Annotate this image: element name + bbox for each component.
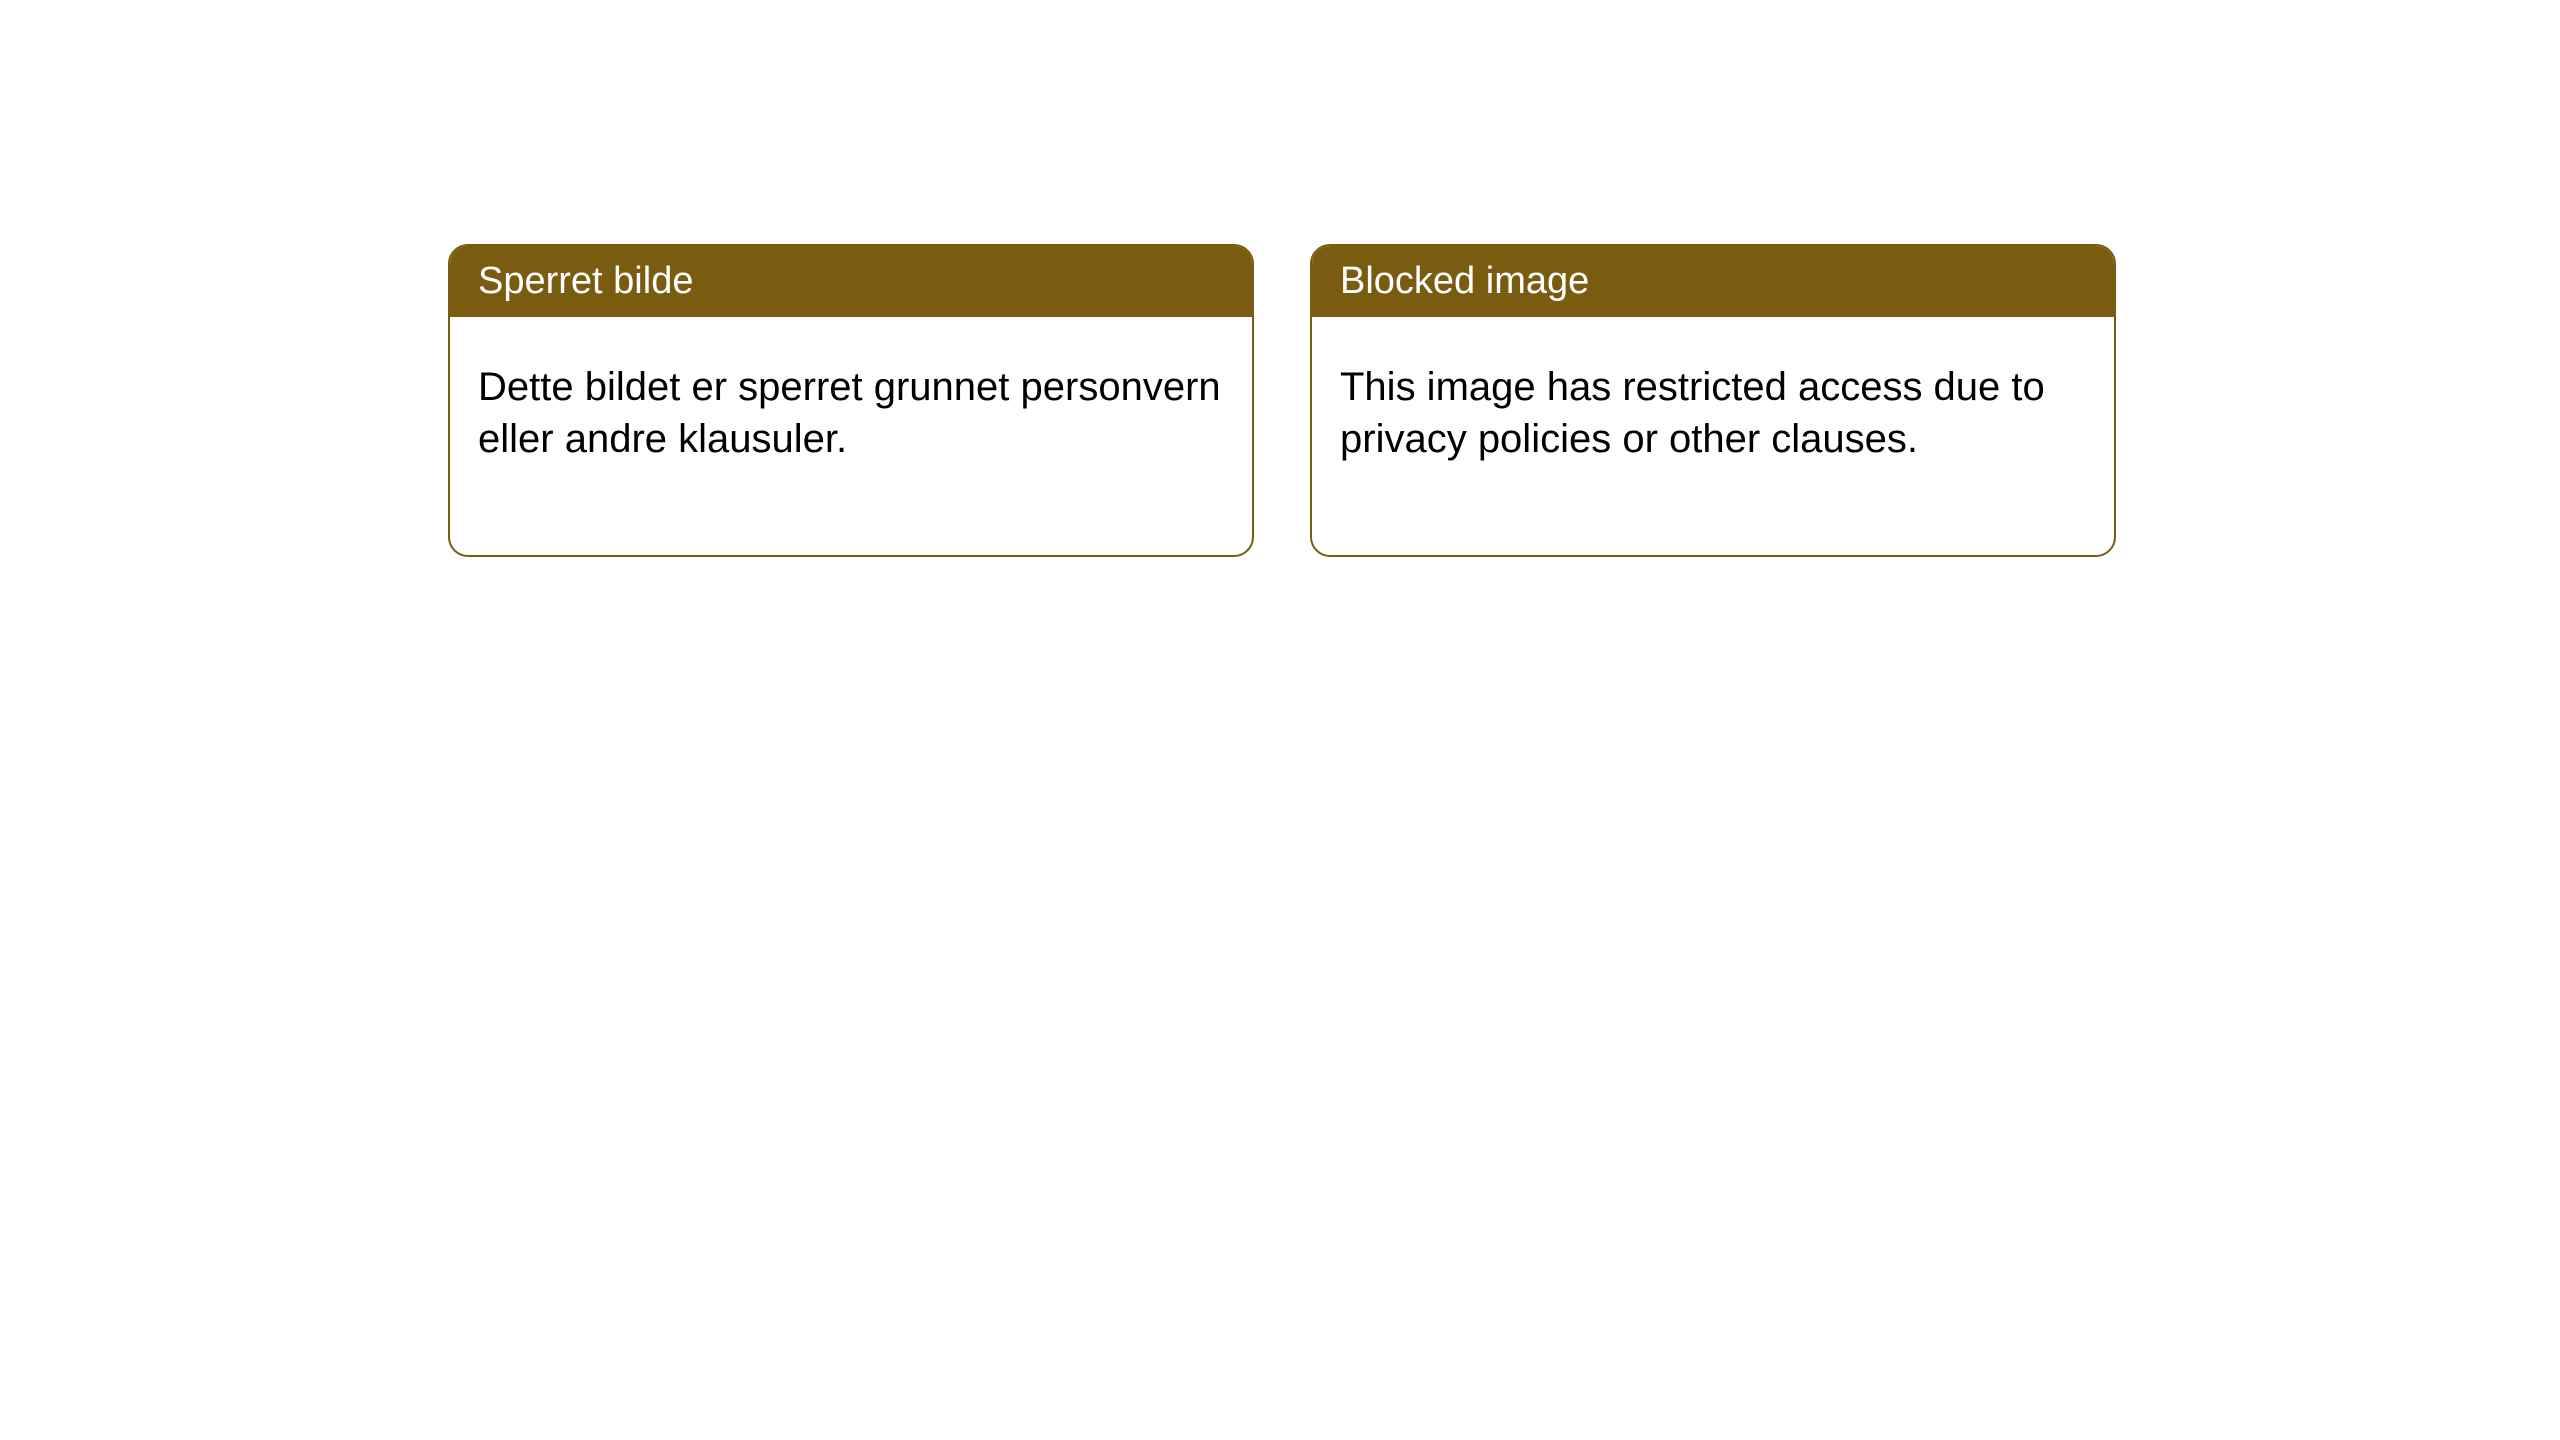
card-header: Blocked image [1312,246,2114,317]
notice-container: Sperret bilde Dette bildet er sperret gr… [0,0,2560,557]
card-header: Sperret bilde [450,246,1252,317]
notice-card-norwegian: Sperret bilde Dette bildet er sperret gr… [448,244,1254,557]
card-body: This image has restricted access due to … [1312,317,2114,555]
notice-card-english: Blocked image This image has restricted … [1310,244,2116,557]
card-body: Dette bildet er sperret grunnet personve… [450,317,1252,555]
card-title: Blocked image [1340,260,1589,302]
card-title: Sperret bilde [478,260,693,302]
card-body-text: This image has restricted access due to … [1340,365,2045,461]
card-body-text: Dette bildet er sperret grunnet personve… [478,365,1221,461]
